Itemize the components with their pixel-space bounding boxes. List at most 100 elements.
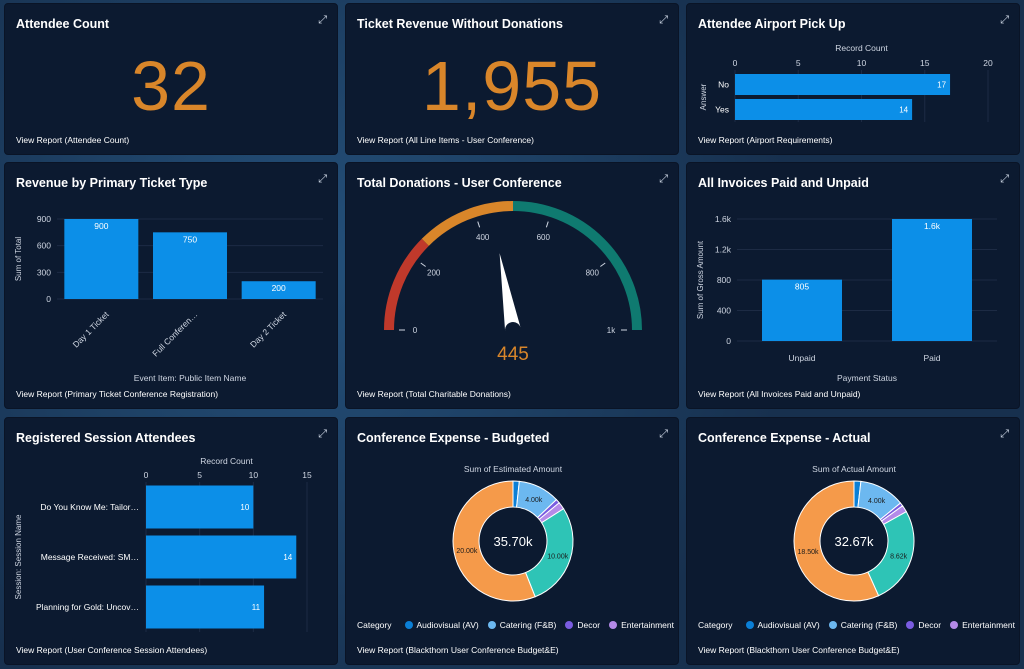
metric-value: 32 [131, 47, 211, 125]
legend-item-label: Audiovisual (AV) [416, 620, 479, 630]
category-label: Planning for Gold: Uncov… [36, 602, 139, 612]
legend-item-label: Catering (F&B) [499, 620, 557, 630]
tick-label: 600 [537, 233, 551, 242]
legend-item[interactable]: Catering (F&B) [487, 620, 557, 630]
airport-chart: Record Count 0 5 10 15 20 Answer No 17 Yes 14 [699, 43, 993, 122]
legend-swatch [565, 621, 574, 629]
view-report-link[interactable]: View Report (Blackthorn User Conference … [698, 645, 900, 655]
legend-swatch [487, 621, 496, 629]
view-report-link[interactable]: View Report (Attendee Count) [16, 135, 130, 145]
card-title: Conference Expense - Budgeted [357, 431, 550, 445]
card-title: Attendee Airport Pick Up [698, 17, 846, 31]
bar [153, 232, 227, 299]
tick-label: 20 [983, 58, 993, 68]
legend-item[interactable]: Decor [906, 620, 941, 630]
legend-item-label: Catering (F&B) [840, 620, 898, 630]
expand-icon[interactable]: ⤢ [318, 173, 327, 185]
center-total: 35.70k [493, 534, 533, 549]
data-label: 200 [272, 283, 286, 293]
legend-item[interactable]: Catering (F&B) [828, 620, 898, 630]
view-report-link[interactable]: View Report (User Conference Session Att… [16, 645, 208, 655]
expand-icon[interactable]: ⤢ [659, 428, 668, 440]
data-label: 750 [183, 234, 197, 244]
legend-item[interactable]: Audiovisual (AV) [404, 620, 479, 630]
data-label: 900 [94, 221, 108, 231]
view-report-link[interactable]: View Report (Total Charitable Donations) [357, 389, 511, 399]
expand-icon[interactable]: ⤢ [659, 14, 668, 26]
expand-icon[interactable]: ⤢ [1000, 14, 1009, 26]
legend-label: Category [698, 620, 733, 630]
view-report-link[interactable]: View Report (Primary Ticket Conference R… [16, 389, 219, 399]
slice-label: 8.62k [890, 554, 908, 561]
gauge-tick [477, 221, 481, 228]
expand-icon[interactable]: ⤢ [1000, 173, 1009, 185]
legend-item[interactable]: Entertainment [950, 620, 1015, 630]
gauge-band [512, 201, 642, 331]
bar [146, 535, 297, 579]
invoices-chart: 0 400 800 1.2k 1.6k Sum of Gross Amount 805 Unp… [696, 214, 997, 383]
category-label: Do You Know Me: Tailor… [40, 502, 139, 512]
tick-label: 0 [413, 326, 418, 335]
legend-swatch [404, 621, 413, 629]
category-label: Yes [715, 105, 729, 115]
tick-label: 0 [726, 336, 731, 346]
gauge-value: 445 [497, 344, 529, 365]
tick-label: 0 [733, 58, 738, 68]
gauge-tick [600, 262, 606, 267]
axis-label: Sum of Total [14, 237, 23, 282]
tick-label: 600 [37, 241, 51, 251]
bar [735, 74, 951, 95]
card-invoices: All Invoices Paid and Unpaid ⤢ 0 400 800 1.… [686, 162, 1020, 409]
metric-value: 1,955 [421, 47, 603, 125]
bar [892, 219, 972, 341]
axis-label: Session: Session Name [14, 514, 23, 599]
legend-item-label: Decor [918, 620, 942, 630]
budgeted-donut: Sum of Estimated Amount 4.00k 10.00k 20.00k… [452, 464, 574, 602]
slice-label: 10.00k [547, 553, 569, 560]
legend-item[interactable]: Decor [565, 620, 600, 630]
view-report-link[interactable]: View Report (Airport Requirements) [698, 135, 833, 145]
tick-label: 1k [607, 326, 616, 335]
slice-label: 4.00k [525, 497, 543, 504]
card-title: Registered Session Attendees [16, 431, 196, 445]
view-report-link[interactable]: View Report (Blackthorn User Conference … [357, 645, 559, 655]
bar [146, 585, 265, 629]
chart-title: Sum of Estimated Amount [464, 464, 563, 474]
legend-item[interactable]: Entertainment [609, 620, 674, 630]
view-report-link[interactable]: View Report (All Invoices Paid and Unpai… [698, 389, 861, 399]
donations-gauge: 0 200 400 600 800 1k 445 [384, 201, 642, 365]
data-label: 17 [937, 81, 946, 90]
view-report-link[interactable]: View Report (All Line Items - User Confe… [357, 135, 534, 145]
tick-label: 5 [197, 470, 202, 480]
gauge-band [384, 238, 429, 331]
tick-label: 10 [857, 58, 867, 68]
gauge-needle [499, 253, 521, 332]
expand-icon[interactable]: ⤢ [659, 173, 668, 185]
legend-swatch [906, 621, 915, 629]
card-ticket-revenue: Ticket Revenue Without Donations ⤢ 1,955… [345, 3, 679, 155]
legend-item[interactable]: Audiovisual (AV) [745, 620, 820, 630]
tick-label: 0 [144, 470, 149, 480]
card-revenue-ticket-type: Revenue by Primary Ticket Type ⤢ 0 300 600… [4, 162, 338, 409]
tick-label: 800 [586, 268, 600, 277]
expand-icon[interactable]: ⤢ [1000, 428, 1009, 440]
card-title: Ticket Revenue Without Donations [357, 17, 563, 31]
slice-label: 4.00k [868, 498, 886, 505]
tick-label: 10 [249, 470, 259, 480]
legend: Category Audiovisual (AV) Catering (F&B) D… [698, 620, 1019, 630]
expand-icon[interactable]: ⤢ [318, 14, 327, 26]
donut-slice [452, 480, 536, 602]
card-title: All Invoices Paid and Unpaid [698, 176, 869, 190]
data-label: 10 [240, 503, 249, 512]
expand-icon[interactable]: ⤢ [318, 428, 327, 440]
category-label: Day 1 Ticket [71, 309, 112, 350]
gauge-tick [545, 221, 549, 228]
axis-title: Record Count [200, 456, 253, 466]
category-label: Full Conferen… [150, 309, 199, 358]
data-label: 14 [899, 106, 908, 115]
tick-label: 400 [476, 233, 490, 242]
legend-item-label: Audiovisual (AV) [757, 620, 820, 630]
legend: Category Audiovisual (AV) Catering (F&B) D… [357, 620, 678, 630]
card-expense-actual: Conference Expense - Actual ⤢ Sum of Act… [686, 417, 1020, 665]
card-expense-budgeted: Conference Expense - Budgeted ⤢ Sum of E… [345, 417, 679, 665]
